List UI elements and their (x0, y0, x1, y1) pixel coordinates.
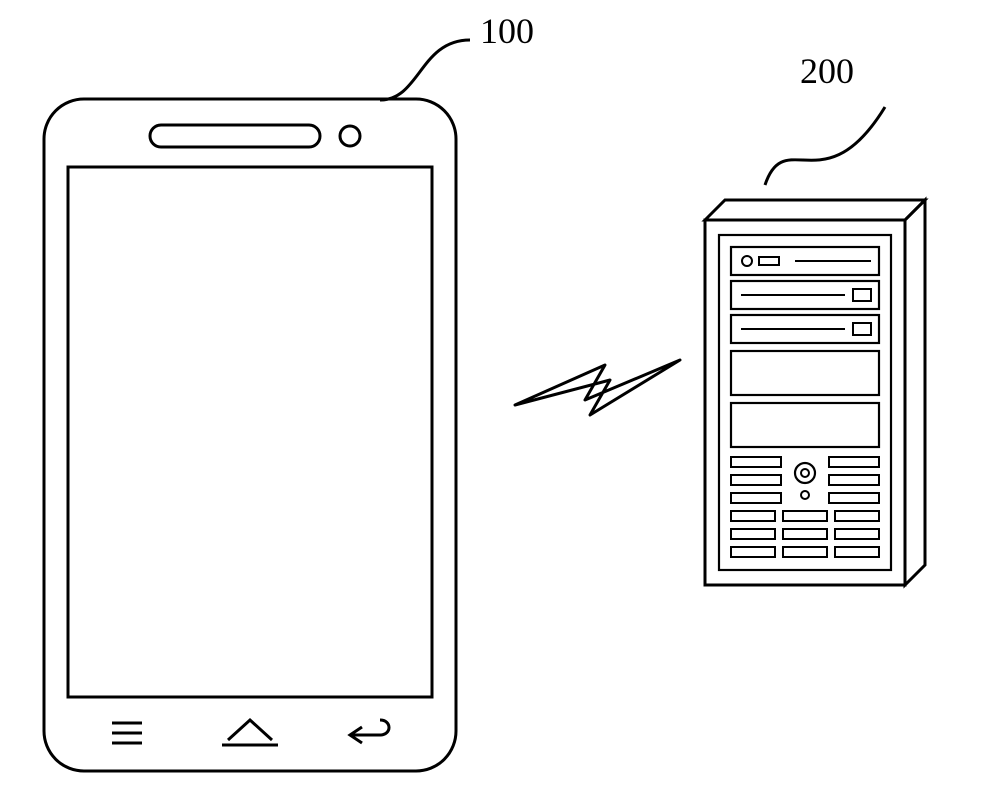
server-tower (695, 195, 935, 595)
phone-device (40, 95, 460, 775)
wireless-bolt-icon (510, 345, 685, 445)
label-phone: 100 (480, 10, 534, 52)
menu-icon (112, 723, 142, 743)
leader-curve-server (755, 95, 895, 190)
back-icon (350, 720, 389, 743)
label-server: 200 (800, 50, 854, 92)
server-vents (731, 457, 879, 557)
home-icon (222, 720, 278, 745)
diagram-canvas: 100 200 (0, 0, 1000, 792)
